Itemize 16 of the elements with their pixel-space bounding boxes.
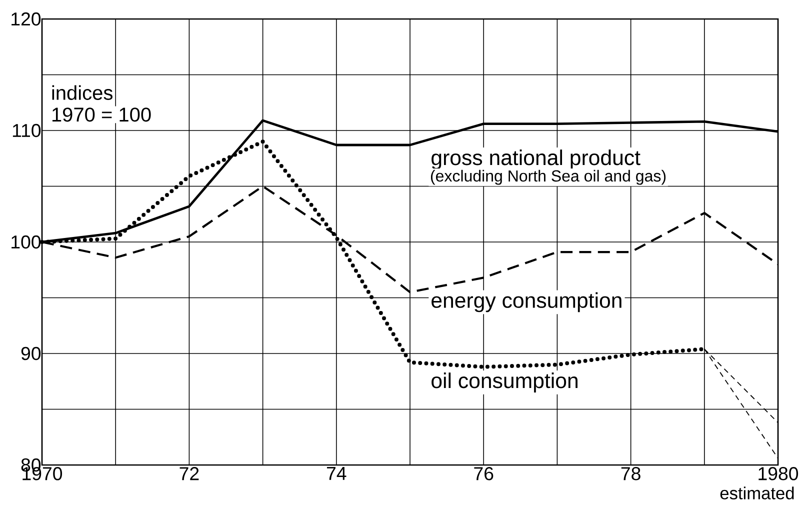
- y-tick-label: 120: [12, 12, 41, 26]
- series-label: oil consumption: [432, 372, 578, 392]
- x-tick-label: 72: [180, 467, 199, 480]
- text: estimated: [720, 486, 794, 500]
- x-tick-label: 1980: [758, 467, 798, 480]
- series-label: energy consumption: [432, 292, 622, 312]
- annotation: (excluding North Sea oil and gas): [430, 170, 666, 185]
- series-label: gross national product: [432, 150, 640, 170]
- x-tick-label: 78: [621, 467, 640, 480]
- annotation: 1970 = 100: [52, 108, 151, 122]
- x-tick-label: 76: [474, 467, 494, 480]
- x-tick-label: 74: [326, 467, 346, 480]
- y-tick-label: 90: [21, 346, 41, 360]
- annotation: indices: [52, 85, 112, 100]
- y-tick-label: 110: [12, 124, 41, 138]
- y-tick-label: 100: [12, 235, 41, 249]
